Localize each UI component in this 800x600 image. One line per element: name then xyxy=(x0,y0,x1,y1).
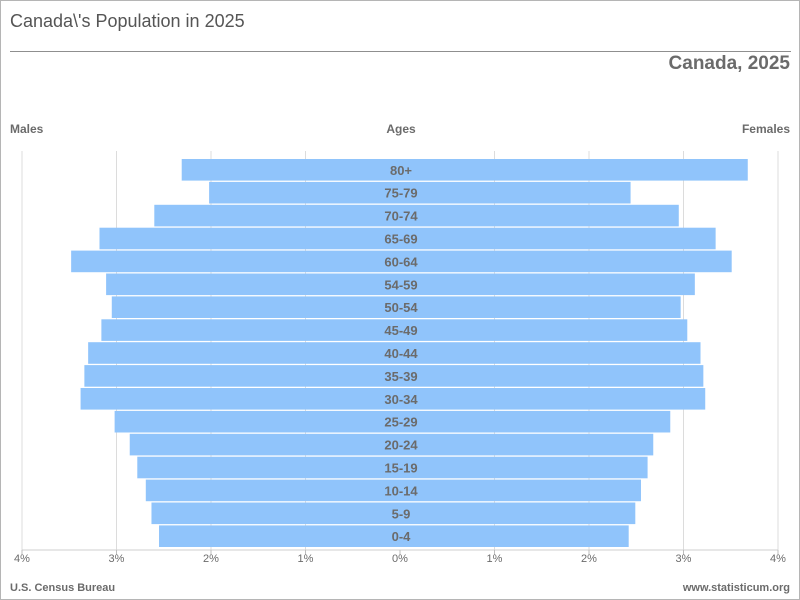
x-tick-label: 0% xyxy=(392,553,408,565)
female-bar xyxy=(400,159,748,181)
age-group-label: 70-74 xyxy=(384,209,418,224)
age-group-label: 10-14 xyxy=(384,483,418,498)
male-bar xyxy=(101,319,400,341)
x-tick-label: 3% xyxy=(109,553,125,565)
age-group-label: 25-29 xyxy=(384,415,417,430)
x-tick-label: 3% xyxy=(676,553,692,565)
male-bar xyxy=(111,296,401,318)
female-bar xyxy=(400,181,631,204)
age-group-label: 0-4 xyxy=(392,529,412,544)
age-group-label: 30-34 xyxy=(384,392,418,407)
age-group-label: 60-64 xyxy=(384,254,418,269)
age-group-label: 75-79 xyxy=(384,186,417,201)
x-tick-label: 4% xyxy=(14,553,30,565)
age-group-label: 80+ xyxy=(390,163,412,178)
female-bar xyxy=(400,365,704,387)
male-bar xyxy=(80,388,400,410)
females-label: Females xyxy=(741,122,790,136)
source-credit: U.S. Census Bureau xyxy=(10,582,116,594)
chart-title: Canada, 2025 xyxy=(668,53,790,74)
age-group-label: 50-54 xyxy=(384,300,418,315)
x-tick-label: 1% xyxy=(487,553,503,565)
female-bar xyxy=(400,273,695,296)
male-bar xyxy=(106,273,400,296)
male-bar xyxy=(159,525,400,547)
x-tick-label: 1% xyxy=(298,553,314,565)
male-bar xyxy=(88,342,401,364)
age-group-label: 20-24 xyxy=(384,438,418,453)
female-bar xyxy=(400,479,641,502)
male-bar xyxy=(114,410,401,433)
age-group-label: 15-19 xyxy=(384,461,417,476)
age-group-label: 54-59 xyxy=(384,277,417,292)
female-bar xyxy=(400,456,648,479)
males-label: Males xyxy=(10,122,44,136)
female-bar xyxy=(400,502,636,525)
age-group-label: 45-49 xyxy=(384,323,417,338)
male-bar xyxy=(99,227,401,250)
ages-label: Ages xyxy=(386,122,416,136)
male-bar xyxy=(145,479,400,502)
age-group-label: 35-39 xyxy=(384,369,417,384)
male-bar xyxy=(209,181,400,204)
female-bar xyxy=(400,388,706,410)
male-bar xyxy=(137,456,401,479)
female-bar xyxy=(400,204,679,227)
female-bar xyxy=(400,410,671,433)
female-bar xyxy=(400,296,681,318)
site-credit: www.statisticum.org xyxy=(682,582,790,594)
x-tick-label: 4% xyxy=(770,553,786,565)
female-bar xyxy=(400,342,701,364)
title-divider xyxy=(10,51,791,52)
male-bar xyxy=(129,433,401,456)
female-bar xyxy=(400,525,629,547)
x-tick-label: 2% xyxy=(203,553,219,565)
female-bar xyxy=(400,433,654,456)
female-bar xyxy=(400,227,716,250)
female-bar xyxy=(400,319,688,341)
x-tick-label: 2% xyxy=(581,553,597,565)
male-bar xyxy=(154,204,400,227)
age-group-label: 65-69 xyxy=(384,232,417,247)
male-bar xyxy=(71,250,400,273)
male-bar xyxy=(84,365,401,387)
page-title: Canada\'s Population in 2025 xyxy=(10,11,245,31)
female-bar xyxy=(400,250,732,273)
age-group-label: 5-9 xyxy=(392,506,411,521)
male-bar xyxy=(151,502,400,525)
male-bar xyxy=(181,159,400,181)
age-group-label: 40-44 xyxy=(384,346,418,361)
